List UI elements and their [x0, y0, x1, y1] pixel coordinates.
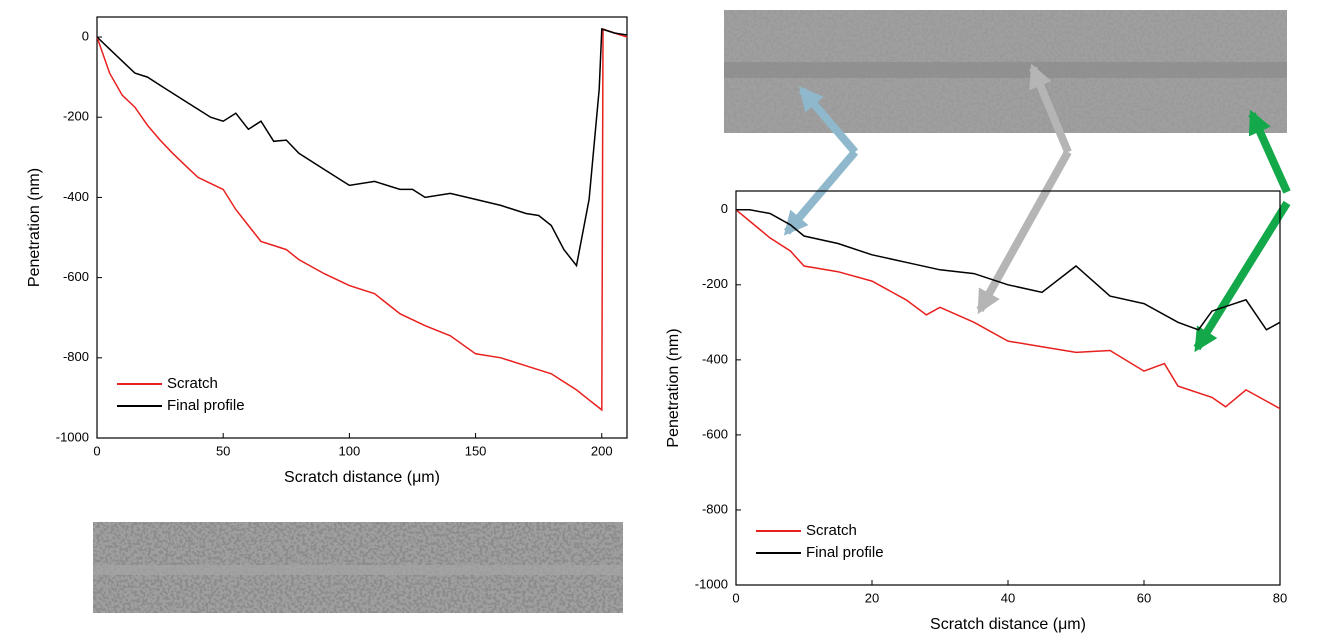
y-tick-label: -200: [63, 109, 89, 124]
legend-label: Scratch: [167, 375, 218, 392]
data-line: [736, 209, 1281, 331]
y-axis-label: Penetration (nm): [665, 328, 682, 447]
y-tick-label: 0: [721, 201, 728, 216]
y-tick-label: -600: [702, 426, 728, 441]
y-tick-label: -600: [63, 269, 89, 284]
sem-image-bottom: [93, 522, 623, 613]
y-tick-label: -400: [63, 189, 89, 204]
x-tick-label: 20: [865, 590, 879, 605]
y-tick-label: -800: [63, 349, 89, 364]
y-tick-label: -800: [702, 501, 728, 516]
data-line: [96, 27, 628, 268]
x-tick-label: 100: [339, 443, 361, 458]
x-tick-label: 200: [591, 443, 613, 458]
x-tick-label: 80: [1273, 590, 1287, 605]
x-tick-label: 150: [465, 443, 487, 458]
legend-label: Final profile: [806, 544, 884, 561]
x-tick-label: 50: [216, 443, 230, 458]
x-tick-label: 0: [93, 443, 100, 458]
x-axis-label: Scratch distance (μm): [930, 616, 1086, 633]
legend-label: Final profile: [167, 397, 245, 414]
sem-image-top: [724, 10, 1287, 133]
x-tick-label: 40: [1001, 590, 1015, 605]
arrows: [783, 63, 1291, 353]
y-tick-label: -200: [702, 276, 728, 291]
plot-frame: [96, 16, 628, 439]
x-axis-label: Scratch distance (μm): [284, 469, 440, 486]
y-tick-label: 0: [82, 28, 89, 43]
y-tick-label: -1000: [56, 429, 89, 444]
y-tick-label: -1000: [695, 576, 728, 591]
y-axis-label: Penetration (nm): [26, 168, 43, 287]
x-tick-label: 60: [1137, 590, 1151, 605]
legend-label: Scratch: [806, 522, 857, 539]
data-line: [735, 209, 1281, 410]
y-tick-label: -400: [702, 351, 728, 366]
x-tick-label: 0: [732, 590, 739, 605]
data-line: [96, 27, 628, 412]
